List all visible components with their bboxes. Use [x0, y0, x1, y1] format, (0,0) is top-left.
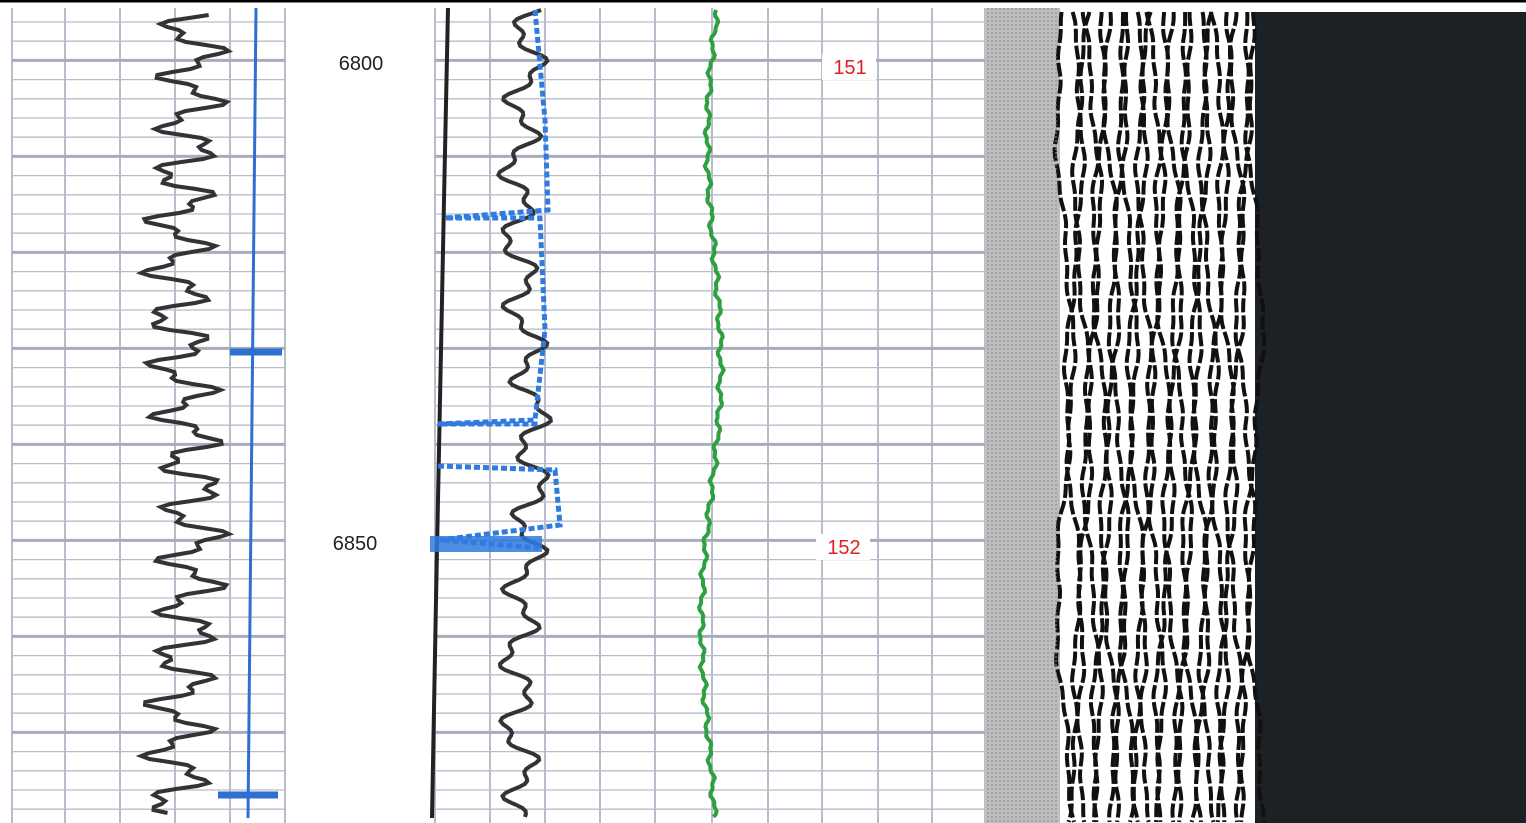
dark-image-track	[1255, 12, 1526, 823]
depth-label: 6800	[339, 53, 384, 75]
stripe	[1061, 11, 1087, 823]
image-stripes	[987, 8, 1267, 823]
stripe	[1079, 11, 1105, 823]
label-bg	[822, 54, 876, 80]
stripe	[1097, 11, 1122, 823]
label-bg	[816, 534, 870, 560]
label-bg	[328, 530, 384, 556]
depth-label: 6850	[333, 533, 378, 555]
gamma-curve	[135, 13, 235, 815]
stripe	[1106, 11, 1131, 823]
stripe	[1214, 11, 1240, 822]
stripe	[1170, 12, 1194, 823]
stripe	[1088, 11, 1114, 823]
stripe	[1124, 11, 1150, 823]
stripe	[1233, 11, 1258, 823]
green-curve	[697, 9, 726, 819]
blue-line	[246, 7, 258, 819]
curves	[135, 7, 726, 819]
black-baseline	[430, 7, 450, 819]
resistivity-curve	[495, 8, 553, 818]
stripe	[1196, 11, 1221, 823]
stripe	[1052, 11, 1078, 823]
stripe	[1151, 11, 1177, 823]
blue-block	[430, 536, 542, 552]
label-bg	[338, 50, 394, 76]
stripe	[1133, 11, 1158, 823]
marker-label: 152	[827, 537, 860, 559]
stripe	[1242, 12, 1267, 823]
marker-label: 151	[833, 57, 866, 79]
stripe	[1187, 11, 1213, 823]
image-track-gray	[985, 8, 1060, 823]
